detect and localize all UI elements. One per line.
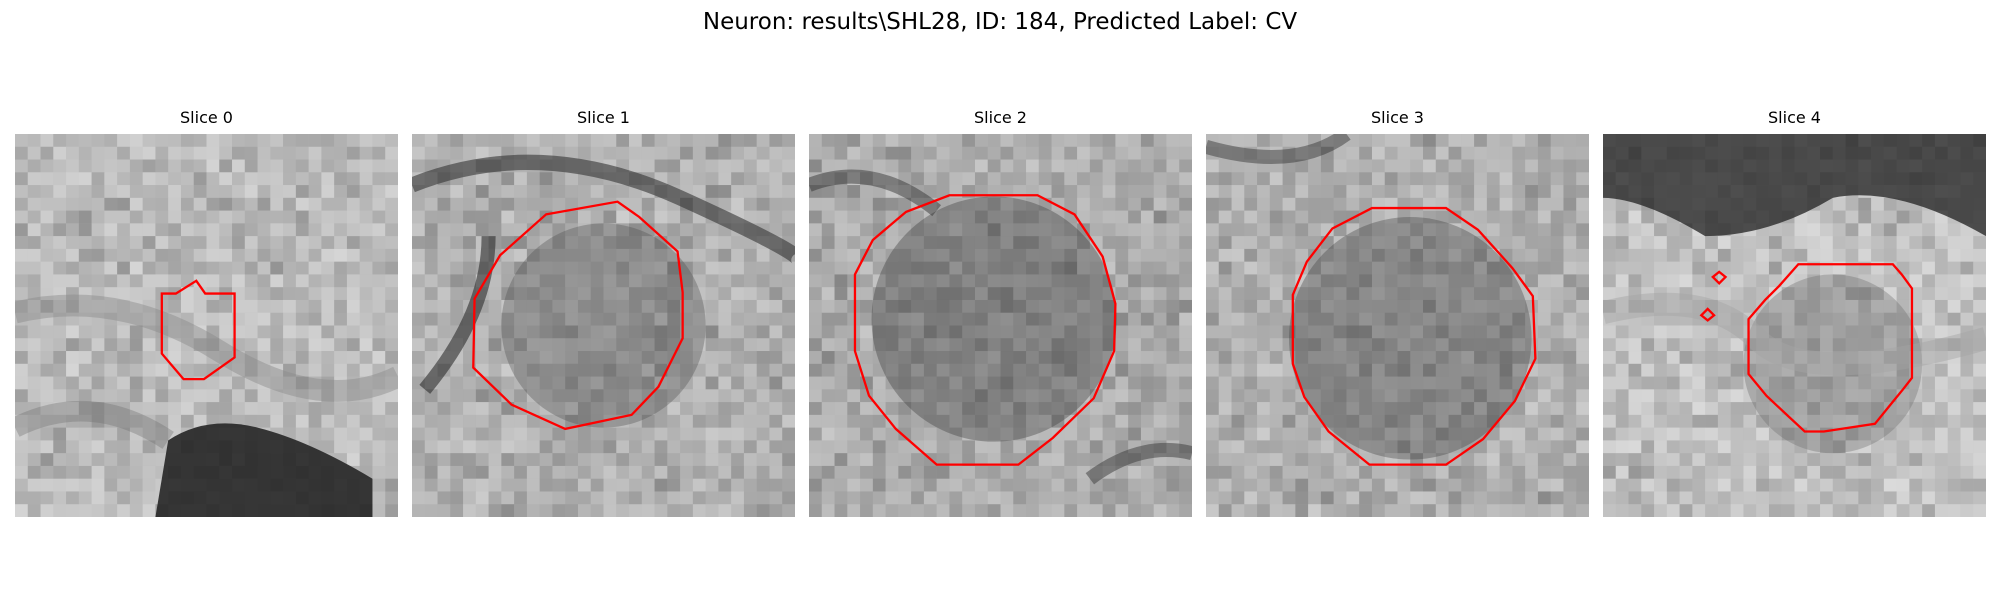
slice-image-4 bbox=[1603, 134, 1986, 517]
pixel-texture bbox=[1206, 134, 1589, 517]
slice-panel-2: Slice 2 bbox=[809, 0, 1192, 520]
slice-image-1 bbox=[412, 134, 795, 517]
neuron-contour bbox=[1747, 263, 1914, 433]
neuron-contour-fragment bbox=[1711, 270, 1728, 285]
slice-title: Slice 2 bbox=[974, 108, 1027, 127]
slice-panel-3: Slice 3 bbox=[1206, 0, 1589, 520]
slice-title: Slice 0 bbox=[180, 108, 233, 127]
neuron-contour-fragment bbox=[1699, 307, 1716, 322]
neuron-contour bbox=[1291, 206, 1537, 466]
slice-panel-1: Slice 1 bbox=[412, 0, 795, 520]
slice-image-0 bbox=[15, 134, 398, 517]
pixel-texture bbox=[412, 134, 795, 517]
neuron-contour bbox=[853, 194, 1117, 466]
slice-panel-4: Slice 4 bbox=[1603, 0, 1986, 520]
figure-title: Neuron: results\SHL28, ID: 184, Predicte… bbox=[702, 9, 1298, 35]
slice-image-2 bbox=[809, 134, 1192, 517]
neuron-contour bbox=[160, 279, 236, 381]
slice-image-3 bbox=[1206, 134, 1589, 517]
slice-panel-0: Slice 0 bbox=[15, 0, 398, 520]
neuron-contour bbox=[472, 200, 684, 431]
pixel-texture bbox=[809, 134, 1192, 517]
slice-title: Slice 1 bbox=[577, 108, 630, 127]
slice-title: Slice 4 bbox=[1768, 108, 1821, 127]
slice-title: Slice 3 bbox=[1371, 108, 1424, 127]
